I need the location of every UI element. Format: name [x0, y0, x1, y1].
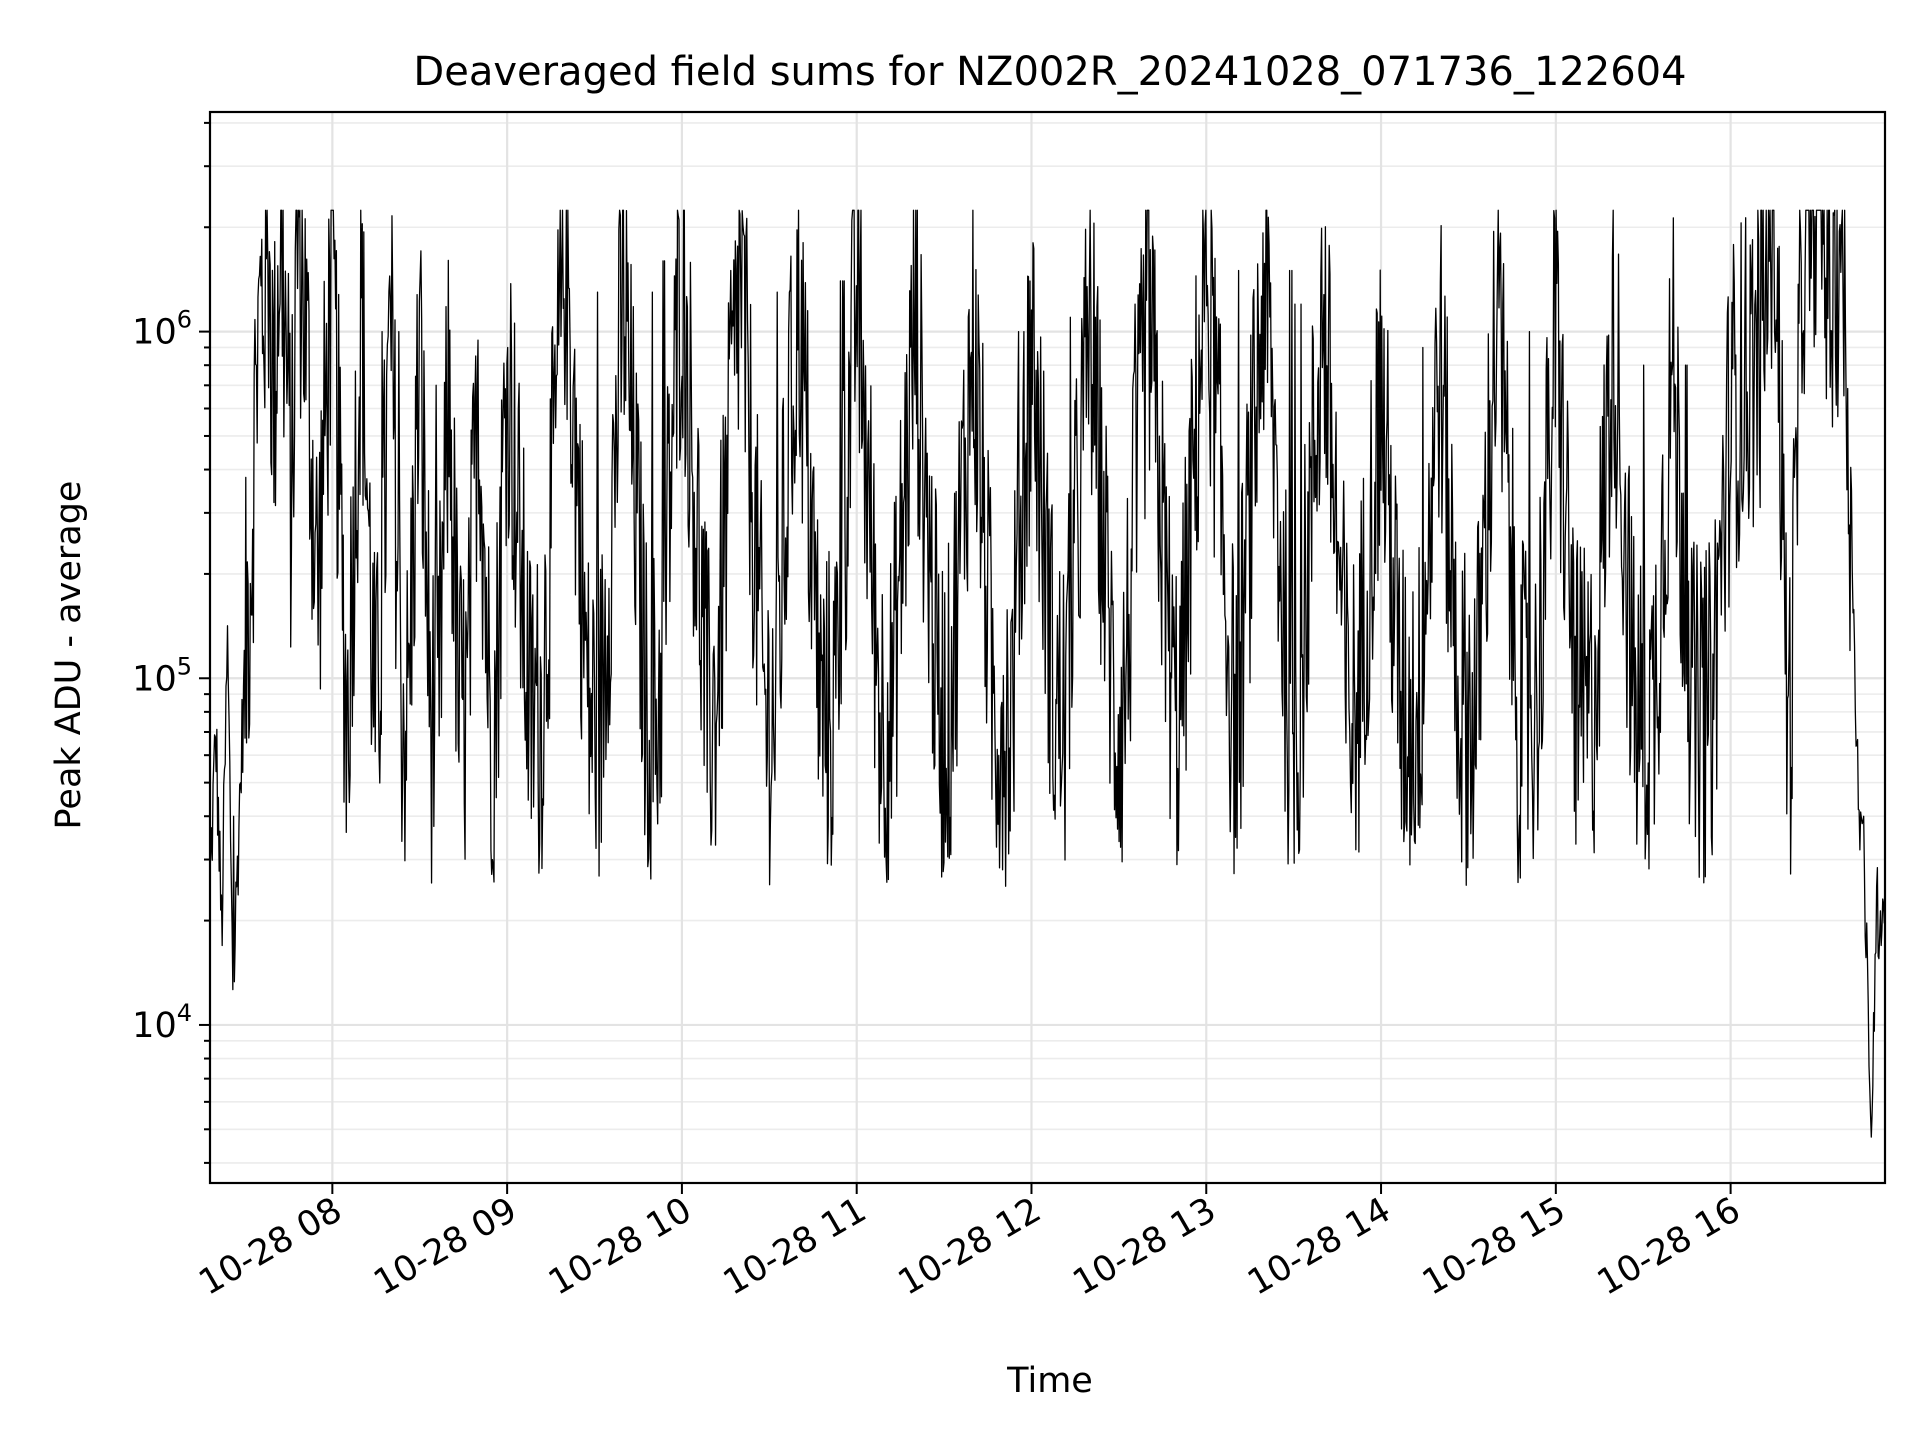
y-tick-label: 104: [132, 999, 192, 1046]
plot-frame: [208, 110, 1887, 1185]
y-tick-label: 106: [132, 306, 192, 353]
y-axis: 104 105 106: [132, 121, 210, 1164]
series-line-peak-adu: [209, 209, 1886, 1138]
chart-title: Deaveraged field sums for NZ002R_2024102…: [413, 49, 1686, 95]
y-tick-label: 105: [132, 652, 192, 699]
y-axis-label: Peak ADU - average: [49, 481, 89, 830]
x-axis-label: Time: [1006, 1361, 1093, 1401]
